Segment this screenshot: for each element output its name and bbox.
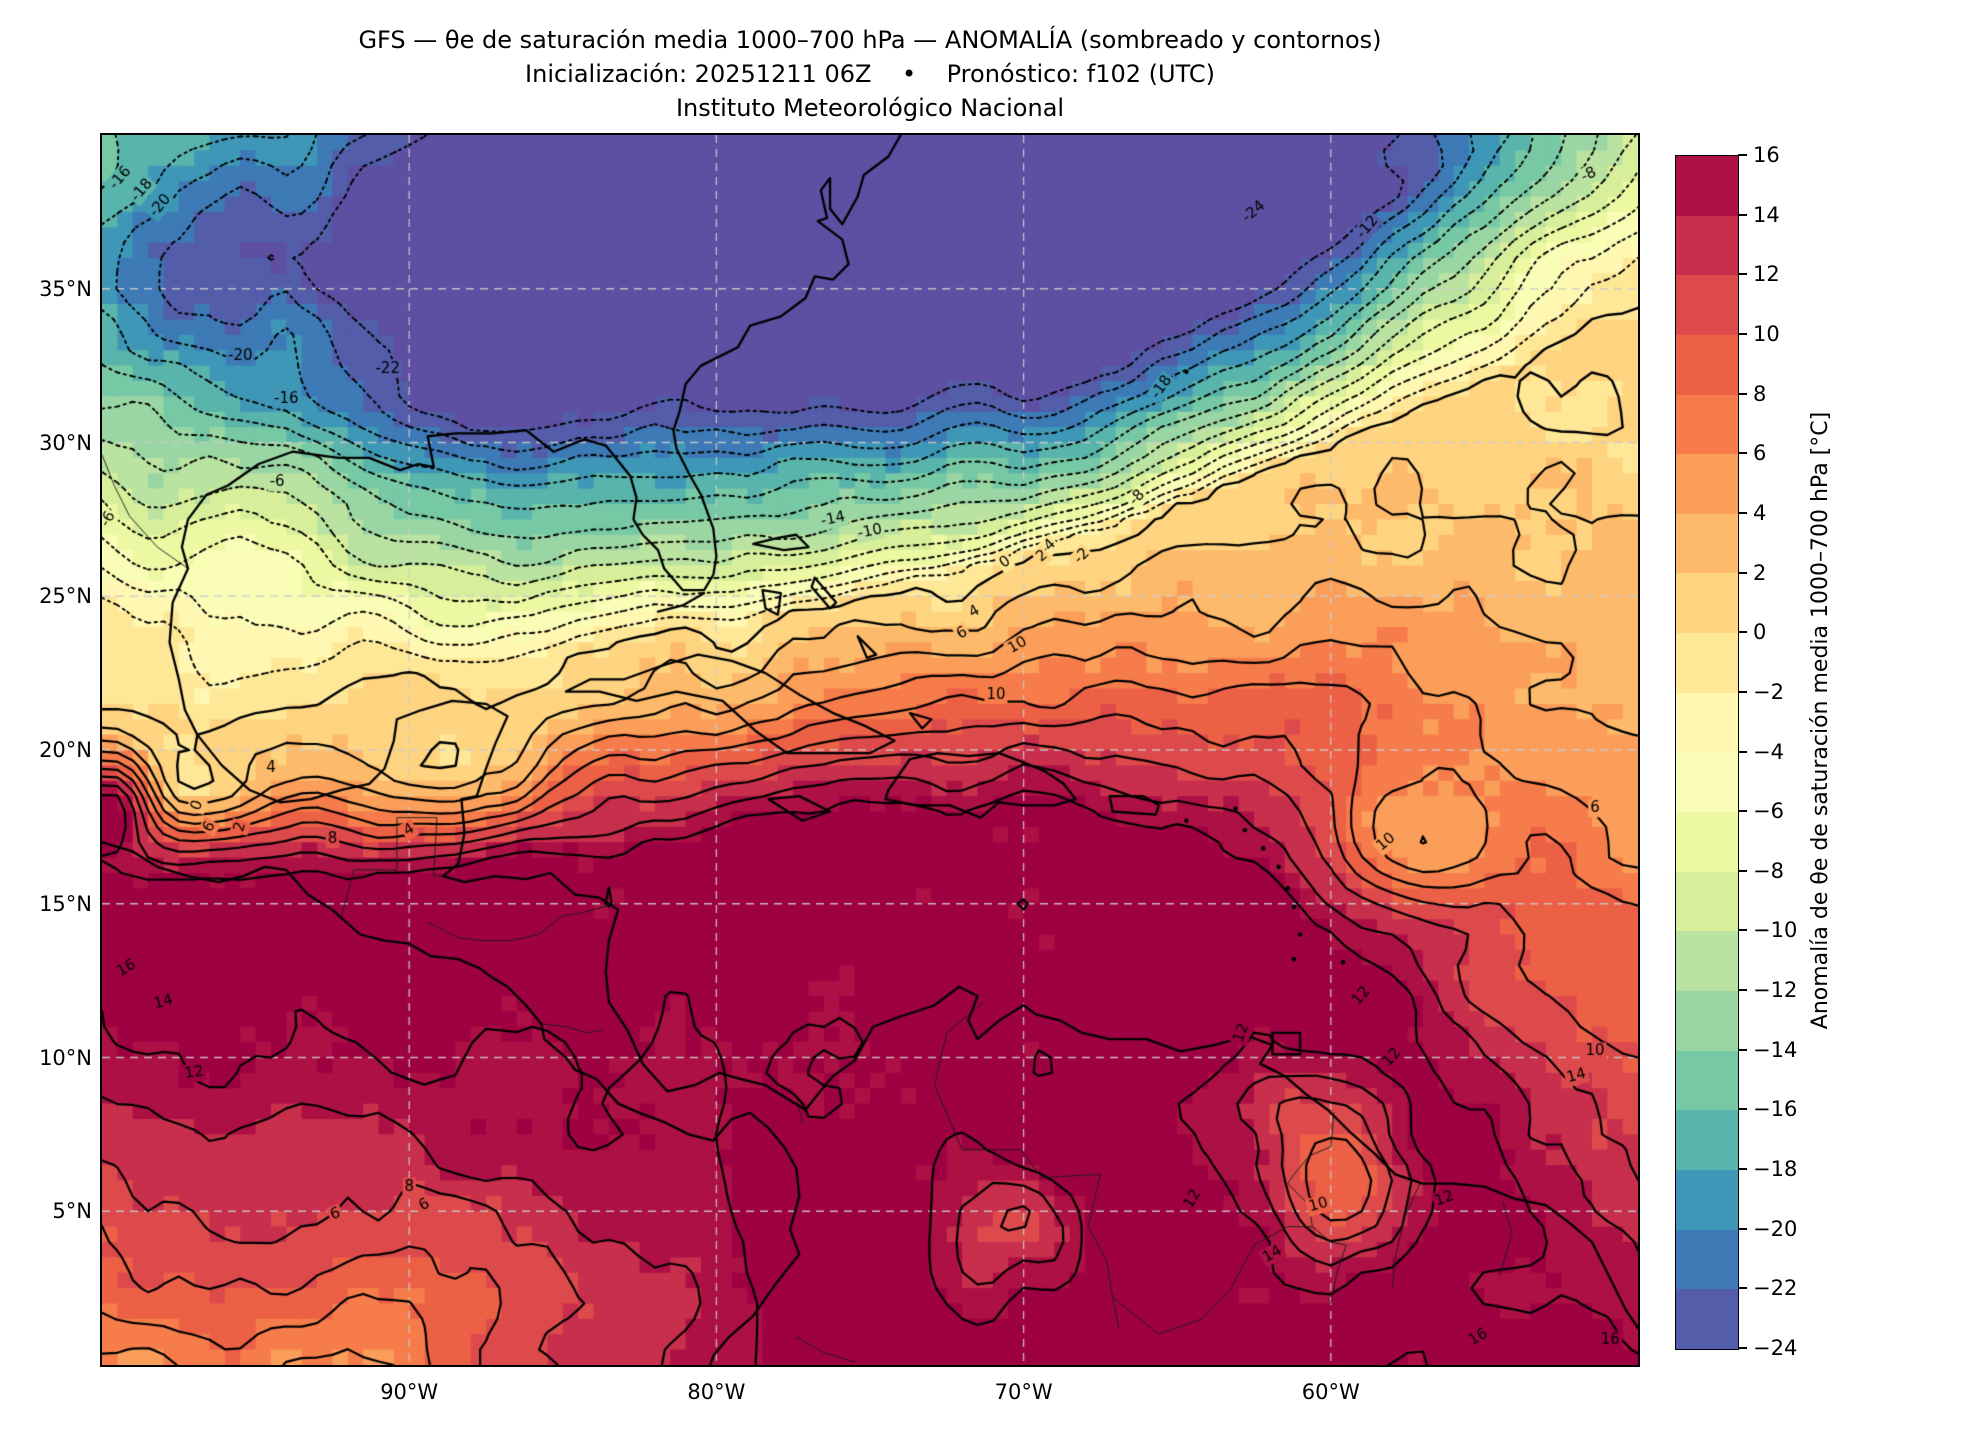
y-tick-30°N: 30°N — [39, 430, 92, 455]
colorbar-segment--11 — [1676, 931, 1738, 991]
colorbar-tickmark--16 — [1738, 1108, 1747, 1111]
colorbar-segment-1 — [1676, 573, 1738, 634]
colorbar-ticklabel--20: −20 — [1753, 1216, 1798, 1241]
colorbar-segment-15 — [1676, 156, 1738, 216]
colorbar-ticklabel--6: −6 — [1753, 799, 1784, 824]
colorbar-tickmark-2 — [1738, 571, 1747, 574]
colorbar-tickmark-0 — [1738, 631, 1747, 634]
y-tick-5°N: 5°N — [52, 1199, 92, 1224]
colorbar-tickmark-10 — [1738, 332, 1747, 335]
x-tick-80°W: 80°W — [687, 1380, 746, 1404]
colorbar-ticklabel-14: 14 — [1753, 202, 1780, 227]
colorbar-tickmark--2 — [1738, 690, 1747, 693]
colorbar-ticklabel--16: −16 — [1753, 1097, 1798, 1122]
colorbar-tickmark--4 — [1738, 750, 1747, 753]
colorbar-segment-9 — [1676, 334, 1738, 395]
colorbar-tickmark--6 — [1738, 810, 1747, 813]
chart-subtitle-init-forecast: Inicialización: 20251211 06Z • Pronóstic… — [525, 60, 1215, 88]
colorbar-segment-13 — [1676, 215, 1738, 276]
colorbar-ticklabel--22: −22 — [1753, 1276, 1798, 1301]
x-tick-60°W: 60°W — [1301, 1380, 1360, 1404]
colorbar-ticklabel--24: −24 — [1753, 1336, 1798, 1360]
colorbar-segment--7 — [1676, 812, 1738, 872]
colorbar-tickmark--10 — [1738, 929, 1747, 932]
colorbar-segment--23 — [1676, 1289, 1738, 1349]
y-tick-15°N: 15°N — [39, 891, 92, 916]
colorbar-ticklabel-2: 2 — [1753, 560, 1767, 585]
colorbar-tickmark-14 — [1738, 213, 1747, 216]
colorbar-segment--3 — [1676, 692, 1738, 753]
colorbar-ticklabel-0: 0 — [1753, 620, 1767, 645]
colorbar-segment--9 — [1676, 871, 1738, 932]
colorbar-ticklabel-6: 6 — [1753, 441, 1767, 466]
colorbar-tickmark-16 — [1738, 154, 1747, 156]
colorbar-ticklabel-10: 10 — [1753, 321, 1780, 346]
colorbar-axis-label: Anomalía de θe de saturación media 1000–… — [1808, 411, 1834, 1029]
colorbar-tickmark--12 — [1738, 989, 1747, 992]
y-tick-35°N: 35°N — [39, 276, 92, 301]
colorbar-segment-7 — [1676, 394, 1738, 455]
colorbar-ticklabel--18: −18 — [1753, 1157, 1798, 1182]
colorbar-ticklabel-12: 12 — [1753, 262, 1780, 287]
x-tick-90°W: 90°W — [380, 1380, 439, 1404]
colorbar-tickmark-12 — [1738, 273, 1747, 276]
colorbar-tickmark--24 — [1738, 1347, 1747, 1349]
colorbar-ticklabel--2: −2 — [1753, 679, 1784, 704]
colorbar-ticklabel--14: −14 — [1753, 1037, 1798, 1062]
colorbar-ticklabel--12: −12 — [1753, 978, 1798, 1003]
colorbar-tickmark-4 — [1738, 511, 1747, 514]
colorbar-segment--17 — [1676, 1110, 1738, 1170]
colorbar — [1675, 155, 1739, 1350]
colorbar-segment--19 — [1676, 1169, 1738, 1230]
colorbar-segment-3 — [1676, 513, 1738, 574]
colorbar-segment--5 — [1676, 752, 1738, 813]
colorbar-segment--13 — [1676, 990, 1738, 1051]
colorbar-tickmark--14 — [1738, 1048, 1747, 1051]
colorbar-ticklabel-16: 16 — [1753, 143, 1780, 167]
colorbar-segment--15 — [1676, 1050, 1738, 1111]
colorbar-tickmark--8 — [1738, 869, 1747, 872]
colorbar-ticklabel--8: −8 — [1753, 858, 1784, 883]
colorbar-tickmark-8 — [1738, 392, 1747, 395]
chart-institution: Instituto Meteorológico Nacional — [675, 94, 1065, 122]
colorbar-ticklabel--4: −4 — [1753, 739, 1784, 764]
y-tick-10°N: 10°N — [39, 1045, 92, 1070]
colorbar-segment--21 — [1676, 1229, 1738, 1290]
colorbar-ticklabel-8: 8 — [1753, 381, 1767, 406]
chart-title: GFS — θe de saturación media 1000–700 hP… — [358, 26, 1382, 54]
colorbar-segment-5 — [1676, 454, 1738, 514]
y-tick-20°N: 20°N — [39, 738, 92, 762]
colorbar-ticklabel--10: −10 — [1753, 918, 1798, 943]
colorbar-tickmark--18 — [1738, 1168, 1747, 1171]
colorbar-segment-11 — [1676, 275, 1738, 335]
colorbar-tickmark--20 — [1738, 1227, 1747, 1230]
plot-frame — [100, 133, 1640, 1367]
anomaly-map-canvas — [102, 135, 1638, 1365]
colorbar-segment--1 — [1676, 633, 1738, 693]
x-tick-70°W: 70°W — [994, 1380, 1053, 1404]
colorbar-tickmark-6 — [1738, 452, 1747, 455]
colorbar-ticklabel-4: 4 — [1753, 500, 1767, 525]
y-tick-25°N: 25°N — [39, 584, 92, 609]
colorbar-tickmark--22 — [1738, 1287, 1747, 1290]
